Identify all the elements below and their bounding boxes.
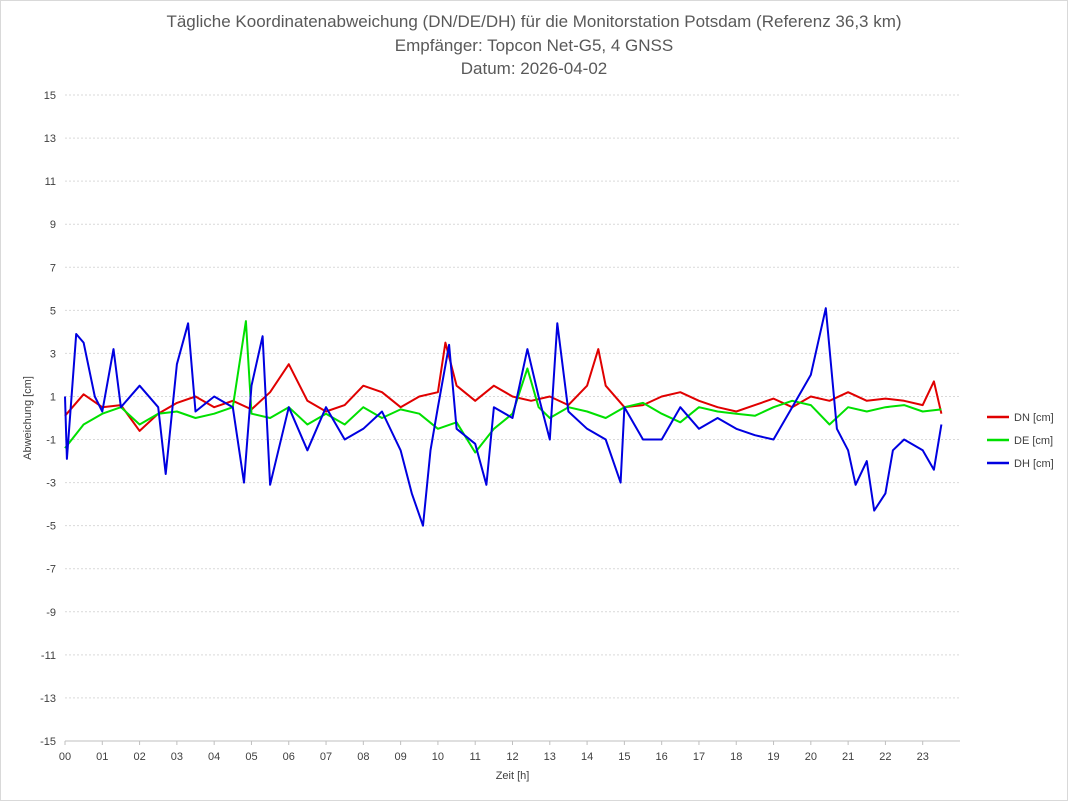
x-tick-label: 09	[395, 751, 407, 763]
legend-label-dh: DH [cm]	[1014, 458, 1054, 470]
y-tick-label: -1	[46, 435, 56, 447]
x-tick-label: 00	[59, 751, 71, 763]
series-line-dh	[64, 307, 943, 527]
y-tick-label: 5	[50, 305, 56, 317]
x-tick-label: 02	[133, 751, 145, 763]
x-tick-label: 04	[208, 751, 220, 763]
x-tick-label: 06	[283, 751, 295, 763]
x-tick-label: 18	[730, 751, 742, 763]
y-tick-label: 9	[50, 219, 56, 231]
x-tick-label: 17	[693, 751, 705, 763]
y-tick-label: 3	[50, 348, 56, 360]
x-tick-label: 03	[171, 751, 183, 763]
x-tick-label: 05	[245, 751, 257, 763]
x-tick-label: 10	[432, 751, 444, 763]
x-tick-label: 20	[805, 751, 817, 763]
y-tick-label: -7	[46, 564, 56, 576]
series-line-de	[64, 320, 942, 454]
y-tick-label: -5	[46, 521, 56, 533]
y-tick-label: 15	[44, 90, 56, 102]
y-tick-label: -15	[40, 736, 56, 748]
y-tick-label: -3	[46, 478, 56, 490]
y-tick-label: -9	[46, 607, 56, 619]
x-tick-label: 08	[357, 751, 369, 763]
y-tick-label: 11	[45, 176, 56, 188]
y-tick-label: -11	[41, 650, 56, 662]
chart-title: Tägliche Koordinatenabweichung (DN/DE/DH…	[166, 12, 902, 31]
y-axis-label: Abweichung [cm]	[22, 376, 34, 460]
x-tick-label: 07	[320, 751, 332, 763]
x-tick-label: 15	[618, 751, 630, 763]
x-axis-label: Zeit [h]	[496, 770, 530, 782]
x-tick-label: 21	[842, 751, 854, 763]
legend-label-de: DE [cm]	[1014, 435, 1053, 447]
y-tick-label: -13	[40, 693, 56, 705]
series-line-dn	[64, 341, 943, 432]
x-tick-label: 23	[917, 751, 929, 763]
y-tick-label: 13	[44, 133, 56, 145]
x-tick-label: 16	[656, 751, 668, 763]
x-tick-label: 11	[469, 751, 480, 763]
y-tick-label: 1	[50, 391, 56, 403]
chart-date-line: Datum: 2026-04-02	[460, 59, 608, 78]
legend-label-dn: DN [cm]	[1014, 412, 1054, 424]
y-tick-label: 7	[50, 262, 56, 274]
x-tick-label: 01	[96, 751, 108, 763]
x-tick-label: 12	[506, 751, 518, 763]
x-tick-label: 13	[544, 751, 556, 763]
x-tick-label: 19	[767, 751, 779, 763]
chart-subtitle: Empfänger: Topcon Net-G5, 4 GNSS	[394, 36, 674, 55]
x-tick-label: 14	[581, 751, 593, 763]
x-tick-label: 22	[879, 751, 891, 763]
